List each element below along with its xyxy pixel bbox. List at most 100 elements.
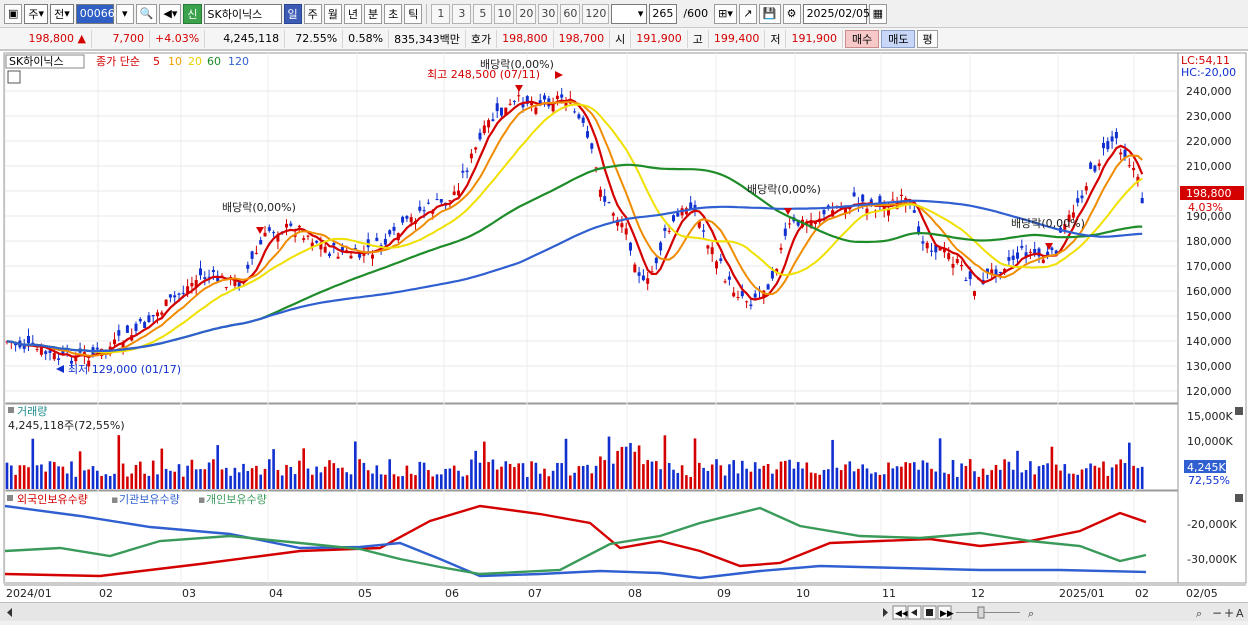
candle-body: [422, 210, 426, 212]
volume-bar: [534, 462, 538, 489]
rewind-button[interactable]: [892, 605, 907, 620]
scroll-right-icon[interactable]: [883, 608, 888, 617]
tab-year[interactable]: 년: [343, 3, 363, 24]
chart-type-icon[interactable]: ⊞▾: [714, 3, 737, 24]
x-axis-label: 02/05: [1186, 587, 1218, 600]
candle-body: [48, 350, 52, 353]
interval-20[interactable]: 20: [516, 3, 537, 24]
tab-day[interactable]: 일: [283, 3, 302, 24]
volume-bar: [1067, 473, 1071, 489]
candle-body: [388, 230, 392, 235]
volume-bar: [612, 463, 615, 489]
scroll-left-icon[interactable]: [7, 608, 12, 617]
candle-body: [319, 242, 323, 250]
sell-button[interactable]: 매도: [881, 29, 916, 48]
plus-icon[interactable]: +: [1224, 606, 1234, 620]
volume-bar: [491, 459, 495, 489]
gear-icon[interactable]: ⚙: [782, 3, 801, 24]
candle-body: [912, 210, 916, 213]
candle-body: [216, 275, 220, 282]
draw-tool-icon[interactable]: ↗: [738, 3, 757, 24]
tab-week[interactable]: 주: [303, 3, 322, 24]
volume-bar: [341, 467, 344, 489]
volume-bar: [212, 459, 215, 489]
price-y-tick: 180,000: [1186, 235, 1232, 248]
speaker-icon[interactable]: ◀▾: [159, 3, 182, 24]
volume-title: 거래량: [17, 405, 47, 418]
low-arrow-icon: [56, 365, 64, 373]
volume-bar: [1007, 461, 1011, 489]
volume-bar: [160, 448, 164, 489]
volume-bar: [758, 468, 761, 489]
interval-1[interactable]: 1: [431, 3, 451, 24]
candle-body: [469, 153, 473, 159]
price-y-tick: 210,000: [1186, 160, 1232, 173]
tab-second[interactable]: 초: [384, 3, 403, 24]
tab-tick[interactable]: 틱: [404, 3, 423, 24]
calendar-icon[interactable]: ▦: [868, 3, 887, 24]
candle-body: [629, 242, 632, 251]
volume-bar: [964, 466, 968, 489]
interval-60[interactable]: 60: [560, 3, 581, 24]
current-volume-tag: [1184, 460, 1226, 473]
screen-menu-icon[interactable]: ▣: [4, 3, 23, 24]
candle-body: [276, 234, 280, 242]
stock-name-box[interactable]: [5, 54, 85, 69]
holdings-panel-close-icon[interactable]: [1235, 494, 1243, 502]
candle-body: [482, 125, 486, 134]
data-count-input[interactable]: 265: [649, 3, 678, 24]
volume-bar: [784, 460, 787, 489]
candle-body: [31, 342, 35, 344]
candle-body: [727, 276, 731, 280]
zoom-out-icon[interactable]: ⌕: [1028, 607, 1034, 620]
stock-code-input[interactable]: 000660: [75, 3, 122, 24]
candle-body: [1028, 251, 1032, 253]
candle-body: [134, 323, 138, 331]
candle-body: [246, 264, 250, 269]
volume-bar: [977, 476, 981, 489]
zoom-icon[interactable]: ⌕: [1196, 607, 1202, 620]
interval-5[interactable]: 5: [473, 3, 493, 24]
tab-minute[interactable]: 분: [364, 3, 383, 24]
volume-bar: [315, 466, 318, 489]
period-unit-select[interactable]: 주 ▾: [24, 3, 49, 24]
average-button[interactable]: 평: [917, 29, 938, 48]
forward-button[interactable]: [937, 605, 952, 620]
interval-120[interactable]: 120: [582, 3, 610, 24]
search-icon[interactable]: 🔍: [135, 3, 158, 24]
candle-body: [616, 219, 620, 226]
new-button[interactable]: 신: [183, 3, 202, 24]
interval-3[interactable]: 3: [452, 3, 472, 24]
candle-body: [52, 353, 56, 360]
text-tool-icon[interactable]: A: [1236, 607, 1244, 620]
horizontal-scrollbar[interactable]: [0, 604, 880, 621]
chart-svg[interactable]: SK하이닉스 종가 단순 5 10 20 60 120 LC:54,11 HC:…: [0, 51, 1248, 603]
code-dropdown-icon[interactable]: ▾: [115, 3, 134, 24]
market-select[interactable]: 전 ▾: [50, 3, 74, 24]
holding-lines: [4, 504, 1147, 580]
volume-bar: [1089, 463, 1092, 489]
zoom-slider-handle[interactable]: [977, 606, 985, 619]
save-icon[interactable]: 💾: [758, 3, 781, 24]
interval-custom-select[interactable]: ▾: [611, 3, 648, 24]
candle-body: [181, 292, 185, 294]
interval-10[interactable]: 10: [494, 3, 515, 24]
hc-label: HC:-20,00: [1181, 66, 1236, 79]
legend-bullet: ▪: [111, 493, 118, 506]
volume-bar: [1037, 466, 1041, 489]
current-price: 198,800 ▲: [0, 29, 92, 48]
tab-month[interactable]: 월: [323, 3, 342, 24]
buy-button[interactable]: 매수: [844, 29, 880, 48]
candle-body: [358, 251, 362, 258]
price-y-tick: 240,000: [1186, 85, 1232, 98]
candle-body: [151, 314, 155, 317]
interval-30[interactable]: 30: [538, 3, 559, 24]
minus-icon[interactable]: −: [1212, 606, 1222, 620]
candle-body: [147, 315, 151, 322]
candle-body: [1136, 176, 1140, 182]
chart-area[interactable]: SK하이닉스 종가 단순 5 10 20 60 120 LC:54,11 HC:…: [0, 50, 1248, 602]
table-icon[interactable]: [7, 70, 21, 84]
date-input[interactable]: 2025/02/05: [802, 3, 870, 24]
volume-bar: [397, 476, 400, 489]
volume-panel-close-icon[interactable]: [1235, 407, 1243, 415]
